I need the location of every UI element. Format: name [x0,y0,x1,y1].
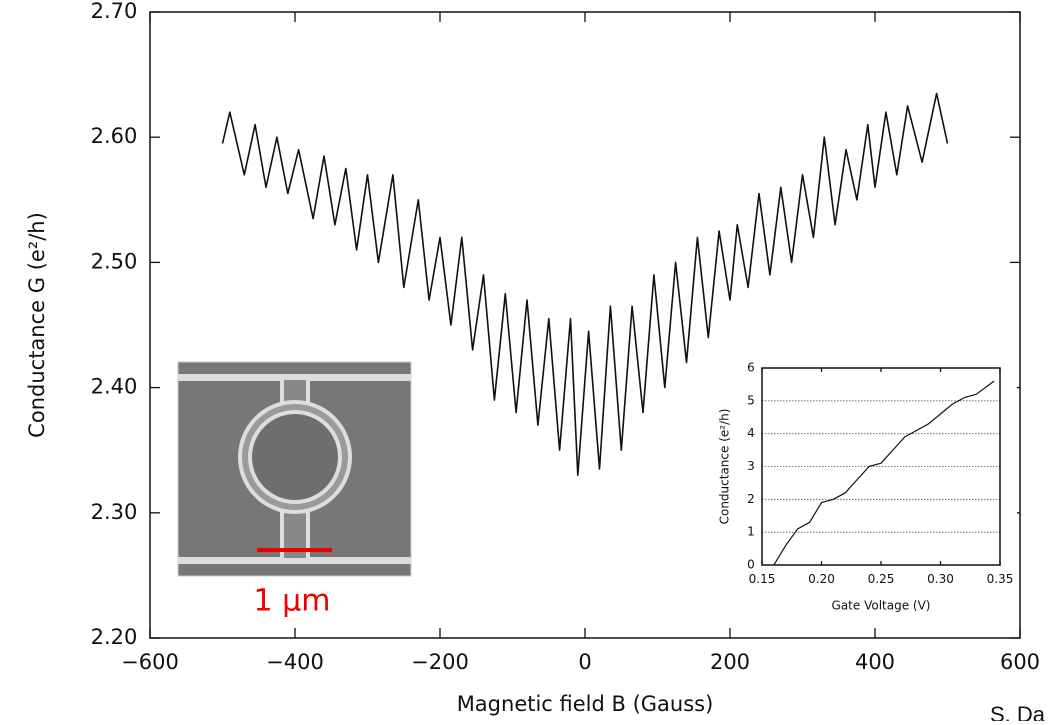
y-tick-label: 2.50 [91,249,138,273]
y-tick-label: 3 [747,459,755,473]
sem-image [177,361,412,577]
y-tick-label: 4 [747,426,755,440]
y-axis-label: Conductance (e²/h) [718,409,732,525]
x-tick-label: 0 [578,650,591,674]
inset-background [705,358,1017,620]
y-tick-label: 2.20 [91,625,138,649]
x-tick-label: −200 [411,650,469,674]
data-line [221,92,949,476]
y-tick-label: 1 [747,525,755,539]
scale-label: 1 μm [254,584,331,619]
x-tick-label: 0.20 [808,572,835,586]
x-axis-label: Gate Voltage (V) [832,599,931,613]
y-tick-label: 2.40 [91,375,138,399]
credit: S. Da [990,702,1046,721]
y-tick-label: 2.60 [91,124,138,148]
x-tick-label: 0.30 [927,572,954,586]
y-axis-label: Conductance G (e²/h) [25,212,49,438]
plot-frame [149,11,1021,639]
x-tick-label: 400 [855,650,895,674]
x-tick-label: 0.35 [987,572,1014,586]
x-tick-label: 600 [1000,650,1040,674]
x-tick-label: −600 [121,650,179,674]
y-tick-label: 2.30 [91,500,138,524]
x-tick-label: 200 [710,650,750,674]
y-tick-label: 5 [747,393,755,407]
sem-ring [242,404,348,510]
data-line [773,380,995,566]
y-tick-label: 6 [747,361,755,375]
y-tick-label: 2.70 [91,0,138,23]
x-axis-label: Magnetic field B (Gauss) [457,692,714,716]
y-tick-label: 0 [747,558,755,572]
x-tick-label: 0.15 [749,572,776,586]
x-tick-label: −400 [266,650,324,674]
x-tick-label: 0.25 [868,572,895,586]
y-tick-label: 2 [747,492,755,506]
plot-frame [761,367,1001,566]
